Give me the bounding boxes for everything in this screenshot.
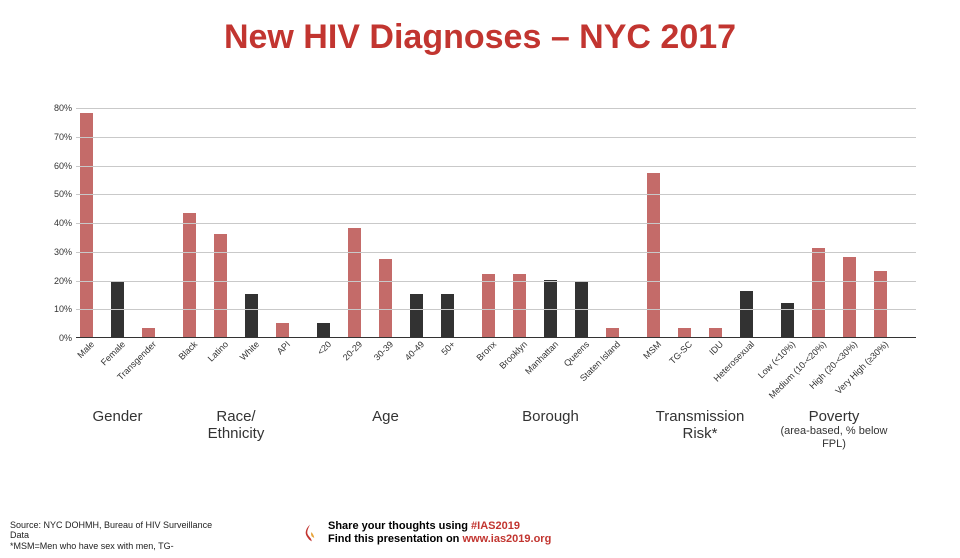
bar: [647, 173, 660, 337]
share-line2-prefix: Find this presentation on: [328, 533, 462, 545]
share-link: www.ias2019.org: [462, 533, 551, 545]
bar: [379, 259, 392, 337]
source-line: Source: NYC DOHMH, Bureau of HIV Surveil…: [10, 520, 212, 531]
category-label: <20: [313, 337, 333, 357]
source-note: Source: NYC DOHMH, Bureau of HIV Surveil…: [10, 520, 212, 552]
category-label: Black: [174, 337, 199, 362]
category-label: 50+: [437, 337, 457, 357]
group-label-gender: Gender: [58, 408, 178, 425]
grid-line: [76, 137, 916, 138]
bar: [276, 323, 289, 337]
category-label: IDU: [705, 337, 725, 357]
grid-line: [76, 166, 916, 167]
group-label-risk: TransmissionRisk*: [640, 408, 760, 443]
y-axis-label: 30%: [44, 247, 72, 257]
category-label: 40-49: [400, 337, 425, 362]
category-label: TG-SC: [665, 337, 694, 366]
bar: [740, 291, 753, 337]
y-axis-label: 60%: [44, 161, 72, 171]
category-label: 30-39: [369, 337, 394, 362]
grid-line: [76, 194, 916, 195]
grid-line: [76, 223, 916, 224]
bar: [482, 274, 495, 337]
group-label-poverty: Poverty(area-based, % below FPL): [774, 408, 894, 451]
bar: [812, 248, 825, 337]
group-label-age: Age: [326, 408, 446, 425]
bar: [317, 323, 330, 337]
share-line1-prefix: Share your thoughts using: [328, 520, 471, 532]
grid-line: [76, 281, 916, 282]
bar: [513, 274, 526, 337]
group-label-race: Race/Ethnicity: [176, 408, 296, 443]
y-axis-label: 80%: [44, 103, 72, 113]
bar: [214, 234, 227, 338]
page-title: New HIV Diagnoses – NYC 2017: [0, 18, 960, 57]
bar: [80, 113, 93, 337]
y-axis-label: 0%: [44, 333, 72, 343]
bar: [441, 294, 454, 337]
group-sublabel: (area-based, % below FPL): [774, 425, 894, 450]
category-label: Male: [73, 337, 96, 360]
y-axis-label: 20%: [44, 276, 72, 286]
grid-line: [76, 108, 916, 109]
y-axis-label: 50%: [44, 189, 72, 199]
category-label: White: [235, 337, 260, 362]
bar: [544, 280, 557, 338]
category-label: API: [272, 337, 291, 356]
footer: Source: NYC DOHMH, Bureau of HIV Surveil…: [0, 498, 960, 558]
chart-area: MaleFemaleTransgenderBlackLatinoWhiteAPI…: [46, 108, 916, 358]
category-label: Bronx: [472, 337, 498, 363]
bar: [843, 257, 856, 338]
y-axis-label: 70%: [44, 132, 72, 142]
y-axis-label: 10%: [44, 304, 72, 314]
plot-area: MaleFemaleTransgenderBlackLatinoWhiteAPI…: [76, 108, 916, 338]
y-axis-label: 40%: [44, 218, 72, 228]
category-label: 20-29: [338, 337, 363, 362]
category-label: Latino: [203, 337, 230, 364]
bar: [781, 303, 794, 338]
share-text: Share your thoughts using #IAS2019 Find …: [328, 520, 551, 546]
bar: [183, 213, 196, 337]
category-label: MSM: [639, 337, 663, 361]
bar: [410, 294, 423, 337]
bar: [348, 228, 361, 337]
share-hashtag: #IAS2019: [471, 520, 520, 532]
grid-line: [76, 252, 916, 253]
group-label-borough: Borough: [491, 408, 611, 425]
grid-line: [76, 309, 916, 310]
bar: [245, 294, 258, 337]
share-block: Share your thoughts using #IAS2019 Find …: [300, 520, 551, 546]
source-line: *MSM=Men who have sex with men, TG-: [10, 541, 212, 552]
